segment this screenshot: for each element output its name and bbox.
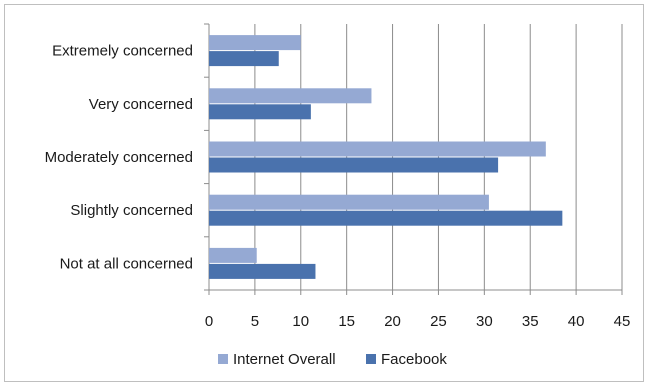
category-label: Extremely concerned	[52, 43, 193, 60]
chart-frame	[4, 4, 644, 382]
x-tick-label: 10	[292, 313, 309, 330]
category-label: Very concerned	[89, 96, 193, 113]
legend-label: Facebook	[381, 351, 447, 368]
bar-internet-overall	[209, 88, 372, 104]
category-label: Not at all concerned	[60, 255, 193, 272]
bar-facebook	[209, 263, 316, 279]
x-tick-label: 25	[430, 313, 447, 330]
bar-internet-overall	[209, 194, 489, 210]
legend-swatch	[366, 354, 376, 364]
x-tick-label: 15	[338, 313, 355, 330]
bar-internet-overall	[209, 247, 257, 263]
x-tick-label: 20	[384, 313, 401, 330]
bar-facebook	[209, 157, 499, 173]
x-tick-label: 35	[522, 313, 539, 330]
category-label: Moderately concerned	[45, 149, 193, 166]
bar-internet-overall	[209, 141, 546, 157]
bar-facebook	[209, 51, 279, 67]
x-tick-label: 45	[614, 313, 631, 330]
bar-facebook	[209, 104, 311, 120]
x-tick-label: 40	[568, 313, 585, 330]
legend-label: Internet Overall	[233, 351, 336, 368]
legend-swatch	[218, 354, 228, 364]
category-label: Slightly concerned	[70, 202, 193, 219]
x-tick-label: 30	[476, 313, 493, 330]
x-tick-label: 0	[205, 313, 213, 330]
bar-internet-overall	[209, 35, 301, 51]
x-tick-label: 5	[251, 313, 259, 330]
bar-facebook	[209, 210, 563, 226]
